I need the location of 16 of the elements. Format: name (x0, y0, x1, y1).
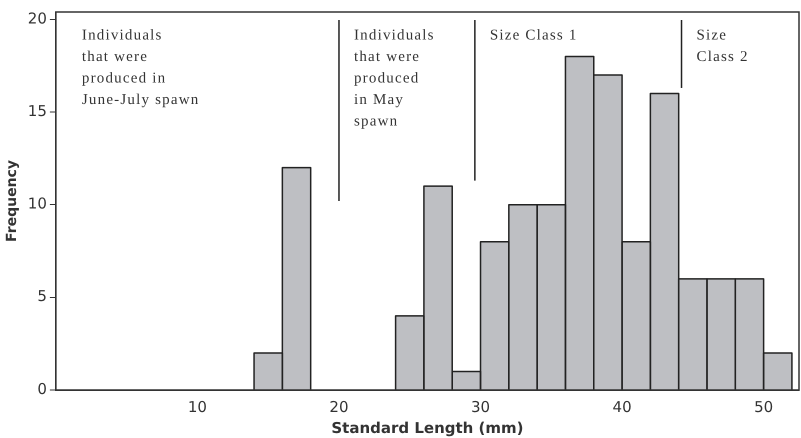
x-tick-label: 50 (754, 398, 774, 416)
x-tick-label: 30 (470, 398, 490, 416)
annotation: Size Class 1 (490, 27, 578, 44)
y-tick-label: 0 (37, 380, 47, 398)
annotation: Individuals that were produced in May spawn (354, 27, 435, 130)
x-tick-label: 20 (329, 398, 349, 416)
annotation: Size Class 2 (696, 27, 749, 65)
y-tick-label: 10 (28, 194, 47, 213)
annotation: Individuals that were produced in June-July spawn (82, 27, 200, 108)
y-tick-label: 20 (28, 9, 47, 28)
y-tick-label: 15 (28, 102, 47, 120)
y-axis-title: Frequency (4, 160, 20, 242)
x-axis-title: Standard Length (mm) (331, 418, 524, 437)
x-tick-label: 10 (188, 398, 207, 416)
y-tick-label: 5 (37, 287, 47, 306)
x-tick-label: 40 (612, 398, 632, 416)
